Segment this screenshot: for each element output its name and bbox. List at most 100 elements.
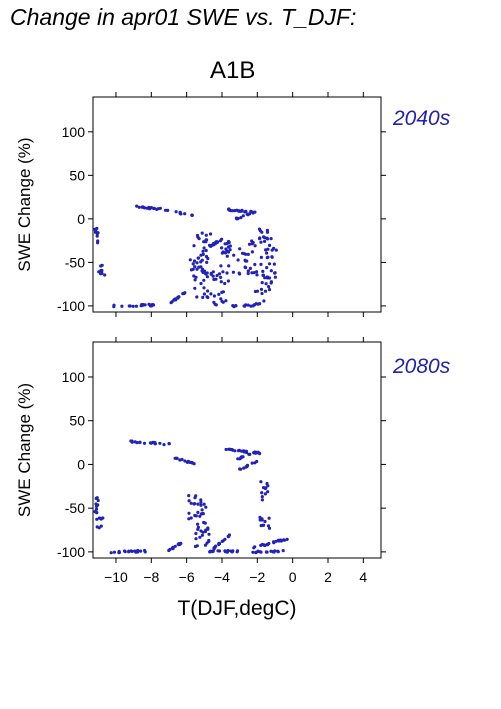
data-point: [183, 212, 187, 216]
data-point: [202, 246, 206, 250]
data-point: [267, 262, 272, 266]
data-point: [211, 243, 216, 247]
data-point: [140, 205, 144, 209]
data-point: [252, 271, 256, 275]
data-point: [269, 549, 273, 553]
data-point: [142, 441, 147, 445]
y-tick-label: 50: [69, 413, 85, 429]
y-tick-label: 50: [69, 167, 85, 183]
data-point: [262, 543, 266, 547]
data-point: [216, 549, 220, 553]
data-point: [267, 288, 272, 292]
plot-frame: [92, 96, 382, 313]
data-point: [100, 271, 104, 275]
x-tick-label: −4: [214, 569, 230, 585]
data-point: [176, 295, 180, 299]
data-point: [206, 526, 210, 530]
data-point: [225, 271, 229, 275]
data-point: [195, 544, 199, 548]
data-point: [201, 511, 205, 515]
data-point: [95, 234, 99, 238]
data-point: [252, 546, 256, 550]
data-point: [94, 502, 98, 506]
data-point: [207, 532, 211, 536]
data-point: [219, 297, 223, 301]
data-point: [201, 295, 205, 299]
data-point: [253, 262, 257, 267]
data-point: [269, 237, 273, 241]
data-point: [233, 209, 237, 213]
data-point: [231, 270, 235, 274]
x-tick-label: −2: [249, 569, 265, 585]
data-point: [224, 299, 228, 303]
y-tick-label: 100: [62, 369, 86, 385]
data-point: [112, 550, 116, 554]
data-point: [198, 514, 202, 518]
data-point: [260, 281, 264, 285]
data-point: [194, 537, 198, 541]
x-tick-label: 0: [289, 569, 297, 585]
figure-title: Change in apr01 SWE vs. T_DJF:: [10, 4, 357, 30]
data-point: [218, 239, 223, 243]
data-point: [285, 537, 289, 542]
data-point: [202, 286, 206, 290]
data-point: [97, 270, 101, 274]
data-point: [260, 491, 264, 495]
data-point: [201, 249, 205, 253]
data-point: [266, 490, 270, 494]
data-point: [263, 236, 267, 240]
data-point: [258, 229, 262, 233]
y-tick-label: -50: [65, 254, 85, 270]
data-point: [147, 207, 152, 211]
data-point: [243, 258, 247, 262]
data-point: [155, 207, 159, 211]
data-point: [196, 502, 200, 506]
data-point: [208, 550, 212, 554]
data-point: [227, 447, 231, 451]
data-point: [204, 233, 208, 237]
data-point: [167, 548, 171, 553]
data-point: [95, 517, 99, 521]
data-point: [272, 262, 276, 266]
data-point: [200, 533, 204, 537]
data-point: [225, 550, 229, 554]
data-point: [209, 232, 213, 236]
data-point: [103, 273, 107, 277]
data-point: [247, 212, 252, 216]
data-point: [241, 455, 245, 459]
data-point: [141, 303, 145, 307]
data-point: [191, 267, 195, 271]
data-point: [219, 275, 223, 279]
data-point: [196, 510, 200, 514]
data-point: [248, 452, 252, 456]
data-point: [199, 265, 203, 269]
data-point: [235, 549, 240, 553]
data-point: [187, 517, 191, 521]
figure-subtitle: A1B: [210, 57, 256, 84]
data-point: [224, 247, 228, 251]
data-point: [251, 550, 255, 554]
data-point: [158, 441, 162, 445]
data-point: [216, 240, 220, 244]
data-point: [266, 255, 270, 259]
data-point: [97, 516, 101, 520]
data-point: [204, 505, 208, 509]
data-point: [158, 206, 162, 210]
data-point: [237, 448, 241, 452]
data-point: [194, 514, 198, 518]
data-point: [241, 214, 245, 218]
data-point: [240, 208, 244, 212]
data-point: [238, 457, 242, 461]
data-point: [239, 216, 243, 220]
data-point: [246, 252, 250, 256]
data-point: [183, 459, 187, 463]
data-point: [221, 250, 225, 254]
data-point: [260, 291, 264, 296]
data-point: [267, 526, 272, 530]
data-point: [265, 275, 269, 279]
data-point: [174, 456, 178, 460]
data-point: [201, 270, 205, 275]
data-point: [205, 295, 209, 299]
data-point: [219, 264, 223, 268]
data-point: [261, 273, 265, 277]
